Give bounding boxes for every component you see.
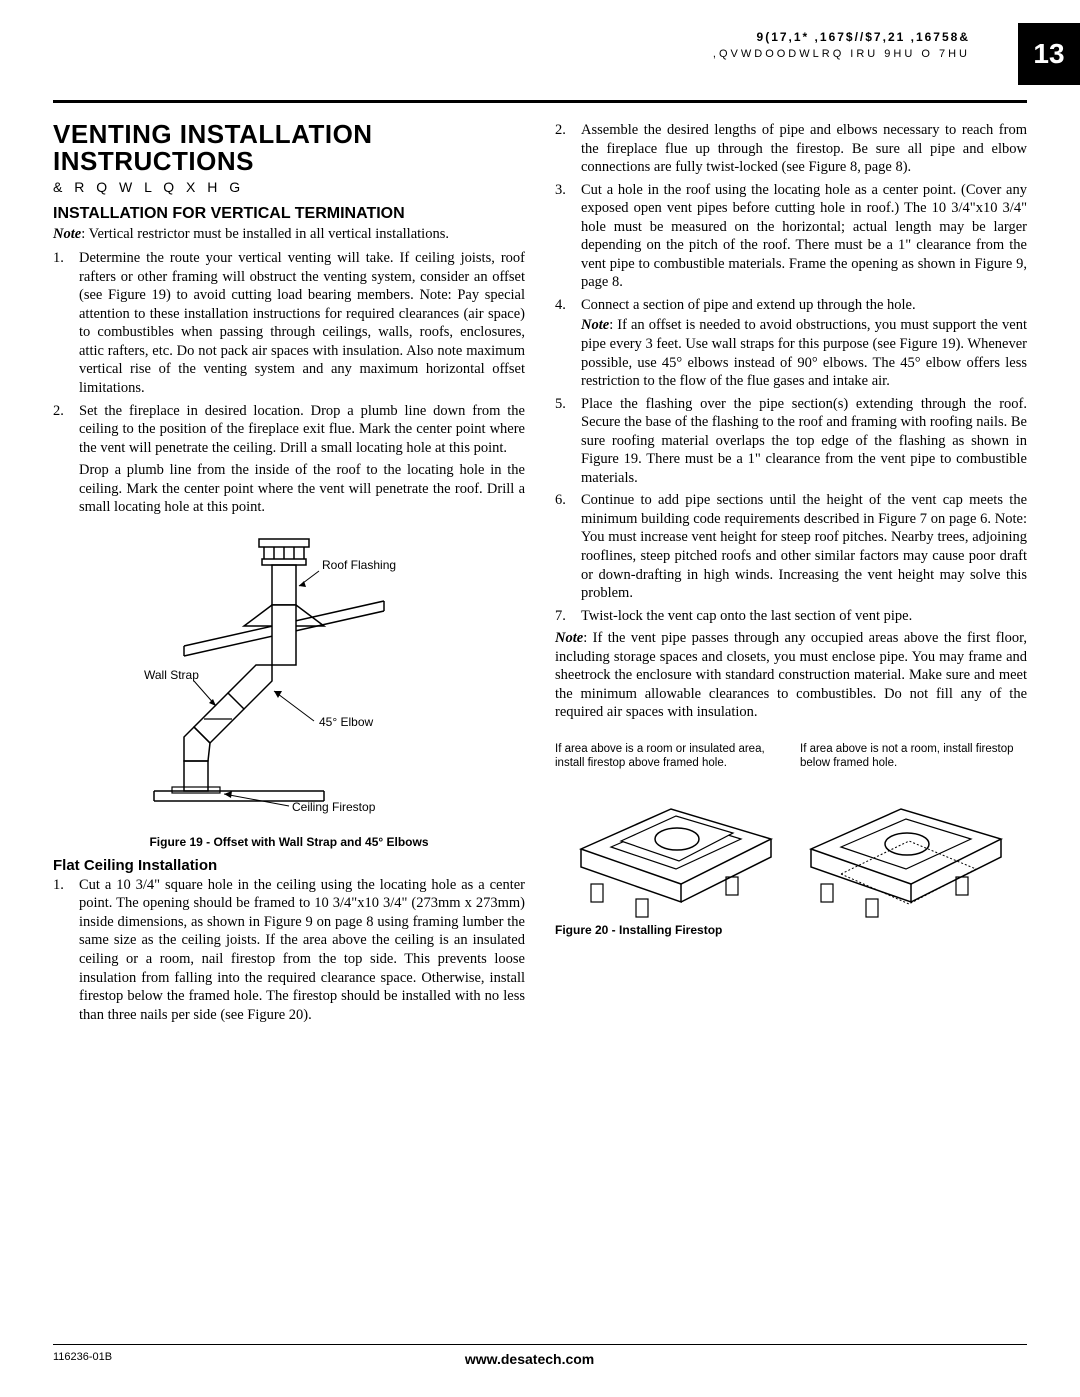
- right-final-note: Note: If the vent pipe passes through an…: [555, 629, 1027, 722]
- footer: 116236-01B www.desatech.com: [53, 1344, 1027, 1367]
- fig19-roof-flashing-label: Roof Flashing: [322, 558, 396, 572]
- install-note: Note: Vertical restrictor must be instal…: [53, 225, 525, 244]
- flat-step-1: Cut a 10 3/4" square hole in the ceiling…: [53, 876, 525, 1024]
- left-step-2-text: Set the fireplace in desired location. D…: [79, 403, 525, 456]
- note-label-4: Note: [581, 317, 609, 333]
- figure-19: Roof Flashing Wall Strap 45° Elbow Ceili…: [53, 531, 525, 849]
- footer-doc-id: 116236-01B: [53, 1351, 112, 1367]
- right-step-3-text: Cut a hole in the roof using the locatin…: [581, 182, 1027, 291]
- left-column: VENTING INSTALLATION INSTRUCTIONS & R Q …: [53, 121, 525, 1028]
- right-step-5: Place the flashing over the pipe section…: [555, 395, 1027, 488]
- right-step-6-text: Continue to add pipe sections until the …: [581, 492, 1027, 601]
- figure-20-svg: [561, 779, 1021, 919]
- right-column: Assemble the desired lengths of pipe and…: [555, 121, 1027, 1028]
- figure-20: Figure 20 - Installing Firestop: [555, 779, 1027, 937]
- left-steps: Determine the route your vertical ventin…: [53, 249, 525, 457]
- main-title-l2: INSTRUCTIONS: [53, 148, 525, 175]
- right-step-5-text: Place the flashing over the pipe section…: [581, 396, 1027, 486]
- fig19-elbow-label: 45° Elbow: [319, 715, 373, 729]
- flat-ceiling-title: Flat Ceiling Installation: [53, 857, 525, 874]
- header-rule: [53, 100, 1027, 103]
- right-steps: Assemble the desired lengths of pipe and…: [555, 121, 1027, 625]
- section-title: INSTALLATION FOR VERTICAL TERMINATION: [53, 205, 525, 223]
- right-step-2: Assemble the desired lengths of pipe and…: [555, 121, 1027, 177]
- content-columns: VENTING INSTALLATION INSTRUCTIONS & R Q …: [0, 121, 1080, 1028]
- header-line1: 9(17,1* ,167$//$7,21 ,16758&: [757, 30, 970, 44]
- fig19-firestop-label: Ceiling Firestop: [292, 800, 376, 814]
- right-step-4-note: Note: If an offset is needed to avoid ob…: [581, 316, 1027, 390]
- firestop-label-right: If area above is not a room, install fir…: [800, 742, 1027, 771]
- note-label-final: Note: [555, 630, 583, 646]
- right-step-2-text: Assemble the desired lengths of pipe and…: [581, 122, 1027, 175]
- flat-step-1-text: Cut a 10 3/4" square hole in the ceiling…: [79, 877, 525, 1023]
- right-step-4-text: Connect a section of pipe and extend up …: [581, 297, 916, 313]
- main-title-l1: VENTING INSTALLATION: [53, 121, 525, 148]
- figure-19-svg: Roof Flashing Wall Strap 45° Elbow Ceili…: [124, 531, 454, 831]
- header-line2: ,QVWDOODWLRQ IRU 9HU O 7HU: [713, 48, 970, 60]
- header: 9(17,1* ,167$//$7,21 ,16758& ,QVWDOODWLR…: [0, 0, 1080, 100]
- firestop-labels: If area above is a room or insulated are…: [555, 742, 1027, 771]
- page-number-box: 13: [1018, 23, 1080, 85]
- footer-url: www.desatech.com: [112, 1351, 947, 1367]
- fig19-wall-strap-label: Wall Strap: [144, 668, 199, 682]
- left-step-2: Set the fireplace in desired location. D…: [53, 402, 525, 458]
- note-text: : Vertical restrictor must be installed …: [81, 226, 449, 242]
- right-step-7-text: Twist-lock the vent cap onto the last se…: [581, 608, 912, 624]
- right-step-4: Connect a section of pipe and extend up …: [555, 296, 1027, 391]
- right-step-3: Cut a hole in the roof using the locatin…: [555, 181, 1027, 292]
- note-label: Note: [53, 226, 81, 242]
- left-step-1-text: Determine the route your vertical ventin…: [79, 250, 525, 396]
- left-step-1: Determine the route your vertical ventin…: [53, 249, 525, 397]
- flat-steps: Cut a 10 3/4" square hole in the ceiling…: [53, 876, 525, 1024]
- left-sub-para: Drop a plumb line from the inside of the…: [53, 461, 525, 517]
- figure-19-caption: Figure 19 - Offset with Wall Strap and 4…: [53, 835, 525, 849]
- right-step-6: Continue to add pipe sections until the …: [555, 491, 1027, 602]
- continued-label: & R Q W L Q X H G: [53, 179, 525, 195]
- firestop-label-left: If area above is a room or insulated are…: [555, 742, 782, 771]
- right-step-7: Twist-lock the vent cap onto the last se…: [555, 607, 1027, 626]
- figure-20-caption: Figure 20 - Installing Firestop: [555, 923, 1027, 937]
